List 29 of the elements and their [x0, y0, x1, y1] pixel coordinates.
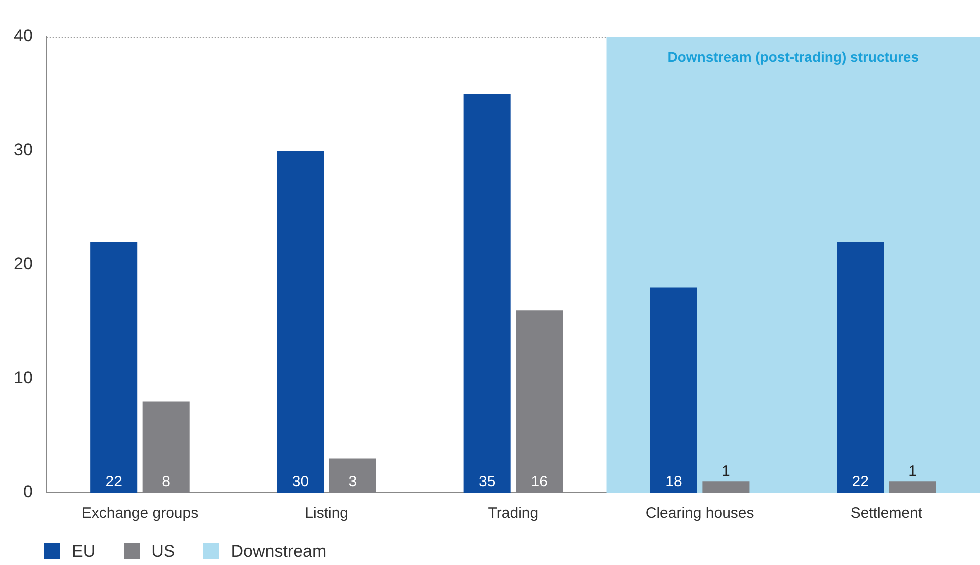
data-label: 1: [908, 463, 917, 480]
bar: [90, 242, 138, 493]
bar: [650, 288, 698, 493]
band-label: Downstream (post-trading) structures: [668, 48, 920, 65]
data-label: 1: [722, 463, 730, 480]
data-label: 8: [162, 474, 171, 491]
data-label: 22: [852, 474, 869, 491]
bar: [277, 151, 324, 493]
x-tick-label: Listing: [305, 505, 349, 522]
y-tick-label: 0: [23, 482, 33, 502]
bar: [464, 94, 511, 493]
x-tick-label: Settlement: [850, 505, 924, 522]
text: Downstream: [230, 542, 327, 562]
y-tick-label: 40: [14, 26, 33, 46]
data-label: 16: [531, 474, 548, 491]
y-tick-label: 20: [14, 254, 33, 274]
x-tick-label: Exchange groups: [82, 505, 199, 522]
x-tick-label: Trading: [488, 505, 539, 522]
data-label: 3: [348, 474, 358, 491]
legend-label: EU: [71, 542, 96, 562]
bar: [837, 242, 884, 493]
data-label: 22: [106, 474, 122, 491]
data-label: 30: [292, 474, 310, 491]
data-label: 35: [478, 474, 496, 491]
y-tick-label: 30: [14, 140, 33, 160]
data-label: 18: [666, 474, 682, 491]
y-tick-label: 10: [14, 368, 33, 388]
legend-label: US: [150, 542, 176, 562]
x-tick-label: Clearing houses: [646, 505, 754, 522]
